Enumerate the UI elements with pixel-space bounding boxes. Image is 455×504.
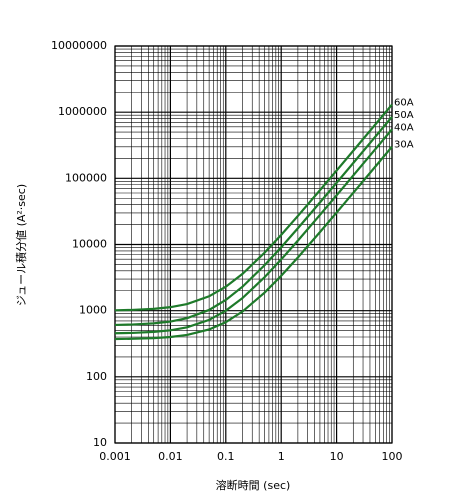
x-tick-label: 0.001 [99,450,131,463]
series-line [114,146,393,341]
y-axis-label: ジュール積分値 (A²·sec) [14,184,28,306]
series-label: 50A [394,110,414,121]
y-tick-label: 10000 [72,238,107,251]
y-tick-label: 10000000 [51,39,107,52]
plot-frame [114,45,393,444]
y-tick-label: 100 [86,370,107,383]
x-tick-label: 0.1 [217,450,235,463]
series-label: 60A [394,98,414,109]
series-label: 40A [394,122,414,133]
x-axis-label: 溶断時間 (sec) [216,478,291,492]
series-line [114,103,393,312]
y-tick-label: 100000 [65,171,107,184]
y-tick-label: 10 [93,436,107,449]
y-tick-label: 1000000 [58,105,107,118]
x-tick-label: 1 [278,450,285,463]
x-tick-label: 0.01 [158,450,183,463]
x-tick-label: 100 [382,450,403,463]
series-line [114,116,393,327]
series-line [114,128,393,335]
y-tick-label: 1000 [79,304,107,317]
series-label: 30A [394,140,414,151]
x-tick-label: 10 [330,450,344,463]
